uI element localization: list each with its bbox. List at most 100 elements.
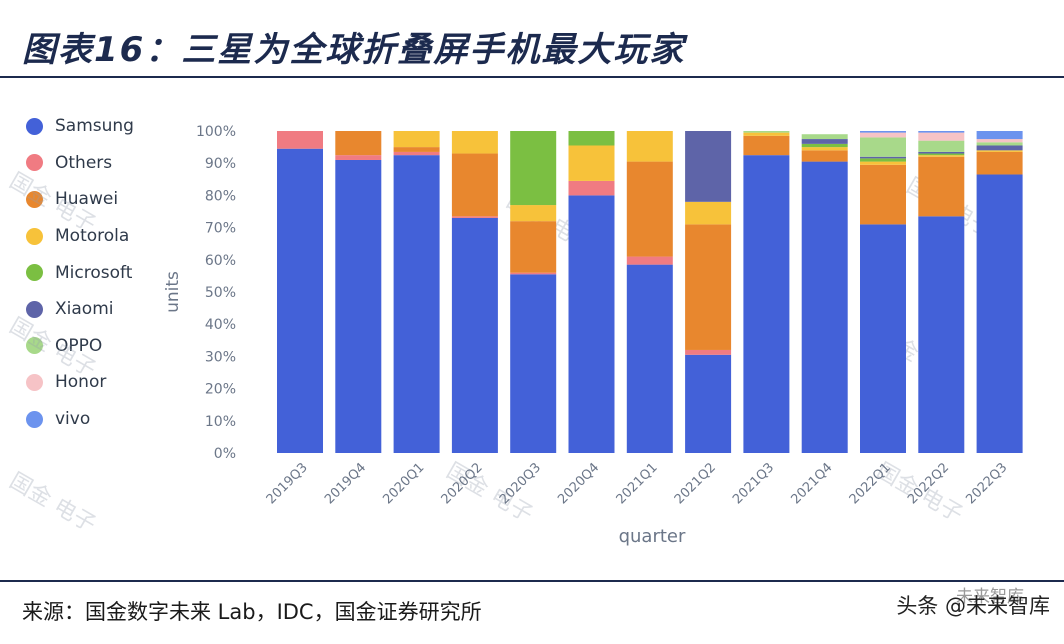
x-tick-label: 2019Q4: [322, 460, 369, 507]
bar-segment-microsoft: [860, 158, 906, 162]
bar-segment-huawei: [976, 151, 1023, 175]
bar-segment-oppo: [743, 131, 790, 133]
bar-segment-huawei: [626, 161, 673, 257]
footer-divider: [0, 580, 1064, 582]
bar-segment-motorola: [685, 201, 732, 225]
y-tick-label: 80%: [205, 188, 236, 204]
bar-segment-huawei: [743, 135, 790, 156]
bar-segment-huawei: [335, 131, 382, 156]
bar-segment-samsung: [277, 148, 323, 453]
bar-segment-xiaomi: [801, 139, 848, 144]
legend-item-motorola: Motorola: [26, 218, 134, 255]
legend-item-samsung: Samsung: [26, 108, 134, 145]
legend-swatch: [26, 117, 43, 135]
bar-segment-others: [451, 216, 498, 218]
bar-segment-others: [626, 256, 673, 265]
bar-segment-huawei: [393, 147, 440, 152]
bar-segment-others: [393, 151, 440, 156]
bar-segment-samsung: [451, 217, 498, 453]
bar-segment-honor: [976, 139, 1023, 143]
x-tick-label: 2020Q1: [380, 460, 427, 507]
legend-item-huawei: Huawei: [26, 181, 134, 218]
bar-segment-huawei: [510, 221, 557, 273]
legend-swatch: [26, 337, 43, 355]
y-axis-label: units: [163, 271, 183, 313]
x-tick-label: 2019Q3: [264, 460, 311, 507]
bar-segment-samsung: [510, 274, 557, 453]
bar-segment-motorola: [510, 205, 557, 222]
legend-label: OPPO: [55, 335, 103, 356]
x-tick-label: 2020Q4: [555, 460, 602, 507]
legend-label: Huawei: [55, 189, 119, 210]
bar-segment-vivo: [860, 131, 906, 133]
legend-label: Microsoft: [55, 262, 133, 283]
bar-segment-motorola: [801, 147, 848, 151]
bar-segment-motorola: [451, 131, 498, 154]
bar-segment-oppo: [976, 142, 1023, 146]
bar-segment-oppo: [801, 134, 848, 140]
bar-segment-others: [685, 349, 732, 355]
bar-segment-oppo: [860, 137, 906, 157]
chart-legend: Samsung Others Huawei Motorola Microsoft Xiao…: [26, 108, 134, 437]
y-tick-label: 60%: [205, 253, 236, 269]
legend-swatch: [26, 227, 43, 245]
bar-segment-huawei: [801, 150, 848, 162]
legend-label: Samsung: [55, 116, 134, 137]
bar-segment-motorola: [860, 161, 906, 165]
legend-item-oppo: OPPO: [26, 328, 134, 365]
bar-segment-microsoft: [510, 131, 557, 206]
bar-segment-vivo: [918, 131, 965, 133]
x-tick-label: 2022Q3: [963, 460, 1010, 507]
legend-swatch: [26, 410, 43, 428]
bar-segment-samsung: [685, 354, 732, 453]
bar-segment-xiaomi: [976, 145, 1023, 151]
bar-segment-samsung: [393, 155, 440, 453]
chart-title: 图表16：三星为全球折叠屏手机最大玩家: [22, 30, 686, 70]
bar-segment-xiaomi: [685, 131, 732, 202]
bar-segment-samsung: [335, 159, 382, 454]
bar-segment-microsoft: [918, 153, 965, 156]
legend-swatch: [26, 373, 43, 391]
y-tick-label: 90%: [205, 156, 236, 172]
legend-swatch: [26, 300, 43, 318]
y-tick-label: 10%: [205, 414, 236, 430]
credit-label: 头条 @未来智库: [896, 594, 1050, 618]
bar-segment-motorola: [918, 155, 965, 157]
credit-watermark: 未来智库: [956, 587, 1024, 607]
legend-item-vivo: vivo: [26, 401, 134, 438]
legend-item-others: Others: [26, 145, 134, 182]
bar-segment-samsung: [626, 264, 673, 453]
y-tick-label: 50%: [205, 285, 236, 301]
watermark-text: 国金 电子: [5, 469, 100, 538]
bar-segment-motorola: [568, 145, 615, 181]
bar-segment-vivo: [976, 131, 1023, 140]
legend-item-microsoft: Microsoft: [26, 254, 134, 291]
bar-segment-samsung: [976, 174, 1023, 453]
bar-segment-samsung: [860, 224, 906, 453]
bar-segment-huawei: [451, 153, 498, 217]
bar-segment-motorola: [976, 150, 1023, 152]
legend-label: vivo: [55, 409, 91, 430]
x-axis-label: quarter: [619, 526, 686, 547]
bar-segment-honor: [918, 132, 965, 141]
legend-label: Honor: [55, 372, 107, 393]
bar-segment-huawei: [860, 164, 906, 225]
bar-segment-microsoft: [568, 131, 615, 146]
legend-swatch: [26, 264, 43, 282]
legend-label: Xiaomi: [55, 299, 114, 320]
legend-item-honor: Honor: [26, 364, 134, 401]
bar-segment-samsung: [743, 155, 790, 453]
legend-swatch: [26, 154, 43, 172]
x-tick-label: 2021Q1: [614, 460, 661, 507]
bar-segment-others: [335, 155, 382, 160]
source-note: 来源：国金数字未来 Lab，IDC，国金证券研究所: [22, 600, 482, 624]
bar-segment-samsung: [918, 216, 965, 453]
bar-segment-others: [568, 180, 615, 196]
legend-label: Motorola: [55, 226, 130, 247]
bar-segment-oppo: [918, 140, 965, 152]
bar-segment-motorola: [393, 131, 440, 148]
bar-segment-huawei: [685, 224, 732, 350]
bar-segment-honor: [860, 132, 906, 138]
legend-item-xiaomi: Xiaomi: [26, 291, 134, 328]
